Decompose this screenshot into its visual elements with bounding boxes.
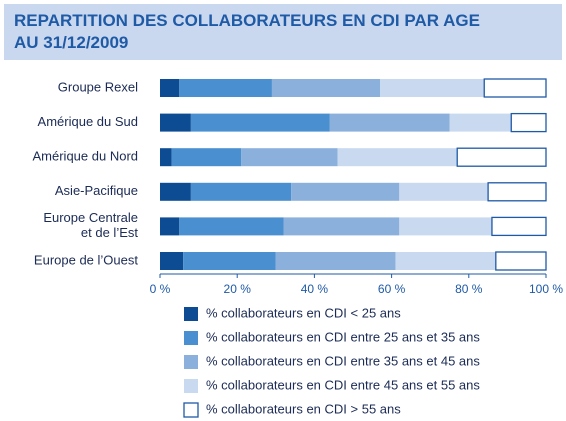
bar-segment	[271, 79, 381, 97]
y-tick-label: Asie-Pacifique	[55, 183, 138, 198]
bar-segment	[275, 252, 396, 270]
bar-segment	[395, 252, 496, 270]
bar-segment	[399, 217, 492, 236]
legend-swatch	[184, 331, 198, 345]
bar-segment	[179, 79, 272, 97]
x-tick-label: 80 %	[455, 282, 483, 296]
legend-label: % collaborateurs en CDI < 25 ans	[206, 305, 401, 320]
bar-segment	[160, 182, 191, 201]
y-tick-label: Amérique du Sud	[38, 114, 138, 129]
legend-label: % collaborateurs en CDI entre 35 ans et …	[206, 353, 480, 368]
bar-segment	[329, 113, 450, 132]
chart-title: REPARTITION DES COLLABORATEURS EN CDI PA…	[4, 4, 562, 60]
bar-segment	[241, 148, 338, 167]
x-tick-label: 100 %	[529, 282, 563, 296]
bar-segment	[449, 113, 512, 132]
x-tick-label: 40 %	[301, 282, 329, 296]
bar-segment	[291, 182, 400, 201]
bar-segment	[160, 217, 180, 236]
bar-segment	[491, 216, 547, 237]
bar-segment	[283, 217, 400, 236]
bar-segment	[160, 113, 191, 132]
bar-segment	[487, 182, 547, 202]
legend-swatch	[184, 379, 198, 393]
bar-segment	[160, 148, 172, 167]
x-tick-label: 20 %	[224, 282, 252, 296]
bar-segment	[160, 252, 184, 270]
bar-segment	[160, 79, 180, 97]
bar-segment	[190, 182, 292, 201]
legend-swatch	[183, 402, 199, 418]
bar-segment	[171, 148, 242, 167]
bar-segment	[337, 148, 458, 167]
y-tick-label: Amérique du Nord	[33, 149, 139, 164]
bar-segment	[510, 112, 547, 133]
bar-segment	[380, 79, 485, 97]
bar-segment	[183, 252, 276, 270]
legend-label: % collaborateurs en CDI entre 45 ans et …	[206, 377, 480, 392]
bar-segment	[483, 78, 547, 98]
x-tick-label: 60 %	[378, 282, 406, 296]
bar-segment	[456, 147, 547, 167]
legend-swatch	[184, 307, 198, 321]
legend-label: % collaborateurs en CDI > 55 ans	[206, 401, 401, 416]
bar-segment	[190, 113, 330, 132]
legend-label: % collaborateurs en CDI entre 25 ans et …	[206, 329, 480, 344]
x-tick-label: 0 %	[150, 282, 171, 296]
legend-swatch	[184, 355, 198, 369]
y-tick-label: Europe Centrale et de l’Est	[43, 210, 138, 240]
bar-segment	[495, 251, 547, 271]
y-tick-label: Europe de l’Ouest	[34, 252, 138, 267]
bar-segment	[179, 217, 284, 236]
bar-segment	[399, 182, 489, 201]
y-tick-label: Groupe Rexel	[58, 79, 138, 94]
